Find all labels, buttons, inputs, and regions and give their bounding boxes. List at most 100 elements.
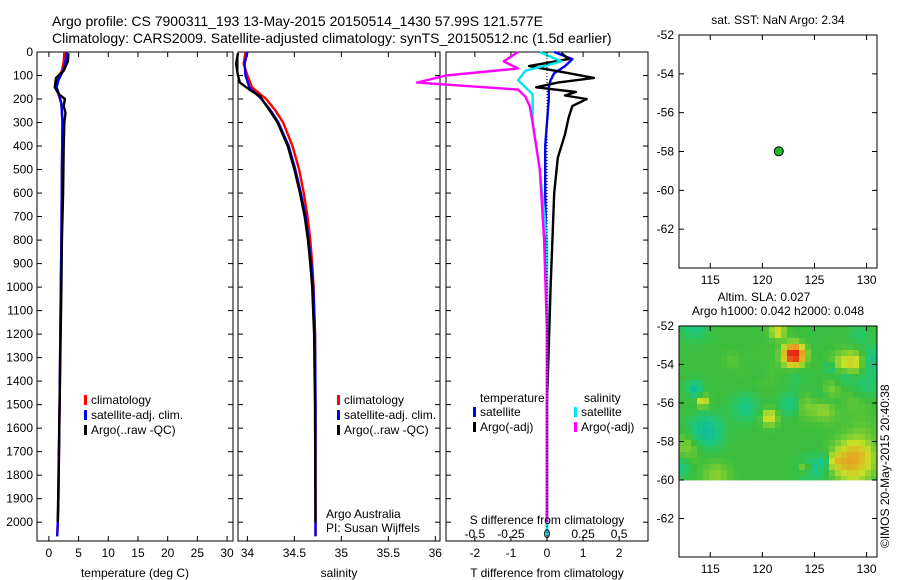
sla-cell (787, 446, 794, 453)
x-axis-label: T difference from climatology (470, 566, 624, 580)
y-tick-label: 200 (13, 92, 33, 106)
sla-cell (817, 470, 824, 477)
sla-cell (697, 392, 704, 399)
series-line-salinity-argo-adj- (415, 50, 549, 523)
sla-cell (841, 404, 848, 411)
sla-cell (835, 356, 842, 363)
sla-cell (715, 428, 722, 435)
x-tick-label: 35 (335, 546, 349, 560)
sla-cell (757, 368, 764, 375)
float-position-marker (773, 146, 784, 157)
sla-cell (799, 344, 806, 351)
sla-cell (739, 398, 746, 405)
sla-cell (835, 362, 842, 369)
sla-cell (721, 380, 728, 387)
sla-cell (697, 458, 704, 465)
sla-cell (829, 356, 836, 363)
sla-cell (721, 476, 728, 481)
sla-cell (775, 458, 782, 465)
sla-cell (823, 458, 830, 465)
salinity-profile-panel: 34 34.5 35 35.5 36 salinity climatologysatelli… (234, 51, 442, 580)
sla-cell (709, 368, 716, 375)
sla-cell (811, 362, 818, 369)
sla-cell (787, 428, 794, 435)
sla-cell (775, 392, 782, 399)
sla-cell (787, 476, 794, 481)
y-tick-label: 800 (13, 233, 33, 247)
sla-cell (811, 374, 818, 381)
sla-cell (799, 356, 806, 363)
sla-cell (691, 362, 698, 369)
sla-cell (691, 470, 698, 477)
sla-cell (781, 326, 788, 333)
sla-cell (679, 422, 686, 429)
sla-cell (715, 386, 722, 393)
sla-cell (793, 434, 800, 441)
sla-cell (703, 410, 710, 417)
sla-cell (721, 434, 728, 441)
sla-cell (721, 446, 728, 453)
sla-cell (727, 374, 734, 381)
sla-cell (775, 338, 782, 345)
sla-cell (871, 422, 878, 429)
sla-cell (853, 356, 860, 363)
sla-cell (859, 386, 866, 393)
x-tick-label: 10 (102, 546, 116, 560)
sla-cell (835, 476, 842, 481)
y-tick-label: -52 (657, 28, 675, 42)
sla-cell (775, 386, 782, 393)
sla-cell (799, 458, 806, 465)
sla-cell (757, 434, 764, 441)
sla-cell (847, 386, 854, 393)
x-tick-label: 35.5 (377, 546, 401, 560)
sla-cell (811, 410, 818, 417)
sla-cell (727, 338, 734, 345)
sla-cell (733, 374, 740, 381)
sla-cell (685, 326, 692, 333)
sla-cell (757, 392, 764, 399)
sla-cell (853, 392, 860, 399)
sla-cell (733, 440, 740, 447)
sla-cell (703, 452, 710, 459)
sla-cell (805, 464, 812, 471)
sla-cell (739, 356, 746, 363)
sla-cell (679, 374, 686, 381)
sla-cell (739, 446, 746, 453)
sla-cell (793, 374, 800, 381)
sla-cell (691, 422, 698, 429)
sla-cell (835, 368, 842, 375)
sla-cell (739, 362, 746, 369)
sla-cell (871, 338, 878, 345)
sla-cell (745, 452, 752, 459)
sla-cell (721, 404, 728, 411)
sla-cell (823, 422, 830, 429)
y-tick-label: -60 (657, 183, 675, 197)
sla-cell (769, 386, 776, 393)
sla-cell (799, 338, 806, 345)
sla-cell (697, 404, 704, 411)
sla-cell (847, 368, 854, 375)
sla-cell (829, 428, 836, 435)
sla-cell (793, 392, 800, 399)
sla-cell (715, 332, 722, 339)
sla-cell (829, 422, 836, 429)
sla-cell (685, 350, 692, 357)
x-tick-label: 130 (857, 273, 877, 287)
sla-cell (829, 440, 836, 447)
sla-cell (763, 458, 770, 465)
sla-cell (727, 398, 734, 405)
y-tick-label: -62 (657, 512, 675, 526)
sla-cell (829, 458, 836, 465)
sla-cell (859, 374, 866, 381)
sla-cell (865, 470, 872, 477)
sla-cell (865, 368, 872, 375)
sla-cell (799, 392, 806, 399)
sla-cell (757, 422, 764, 429)
sla-cell (733, 470, 740, 477)
legend-label: Argo(-adj) (581, 420, 634, 434)
sla-cell (817, 398, 824, 405)
sla-cell (847, 398, 854, 405)
sla-cell (739, 368, 746, 375)
sla-cell (709, 410, 716, 417)
sla-cell (811, 386, 818, 393)
